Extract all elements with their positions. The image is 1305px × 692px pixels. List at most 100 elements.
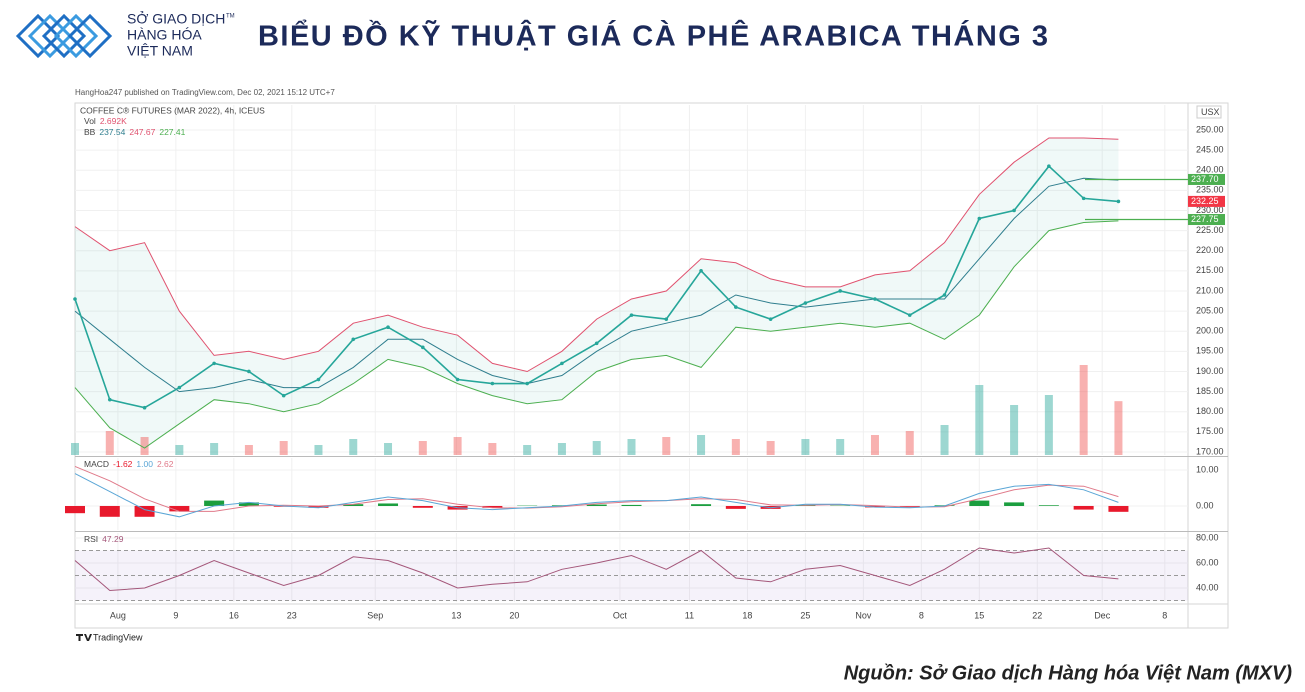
series-line bbox=[74, 137, 1119, 373]
y-tick-label: 185.00 bbox=[1196, 386, 1224, 396]
legend-item: 2.62 bbox=[157, 459, 174, 469]
y-tick-label: 60.00 bbox=[1196, 557, 1219, 567]
volume-bar bbox=[940, 425, 949, 455]
x-tick-label: 9 bbox=[173, 610, 178, 620]
y-tick-label: 245.00 bbox=[1196, 144, 1224, 154]
histogram-bar bbox=[1108, 505, 1129, 512]
volume-bar bbox=[418, 441, 427, 455]
histogram-bar bbox=[621, 504, 642, 506]
volume-bar bbox=[488, 443, 497, 455]
close-point bbox=[1116, 199, 1121, 204]
x-tick-label: Dec bbox=[1094, 610, 1111, 620]
legend: RSI 47.29 bbox=[84, 534, 124, 544]
volume-bar bbox=[1114, 401, 1123, 455]
pane: 40.00 60.00 80.00 RSI 47.29 Aug 9 16 23 Sep 13 20 Oc… bbox=[74, 532, 1219, 620]
legend-item: 47.29 bbox=[102, 534, 124, 544]
x-tick-label: 16 bbox=[229, 610, 239, 620]
histogram-bar bbox=[343, 504, 364, 506]
legend-item: 227.41 bbox=[159, 127, 185, 137]
legend-item: 247.67 bbox=[129, 127, 155, 137]
volume-bar bbox=[557, 443, 566, 455]
y-tick-label: 210.00 bbox=[1196, 285, 1224, 295]
histogram-bar bbox=[899, 505, 920, 507]
legend-item: -1.62 bbox=[113, 459, 133, 469]
x-tick-label: Aug bbox=[110, 610, 126, 620]
title: BIỂU ĐỒ KỸ THUẬT GIÁ CÀ PHÊ ARABICA THÁN… bbox=[258, 19, 1048, 53]
y-tick-label: 235.00 bbox=[1196, 185, 1224, 195]
x-tick-label: 8 bbox=[919, 610, 924, 620]
close-point bbox=[699, 269, 703, 273]
x-tick-label: Oct bbox=[613, 610, 628, 620]
x-tick-label: 18 bbox=[742, 610, 752, 620]
level-label: 232.25 bbox=[1191, 196, 1219, 206]
histogram-bar bbox=[308, 505, 329, 508]
histogram-bar bbox=[725, 505, 746, 509]
x-tick-label: 8 bbox=[1162, 610, 1167, 620]
close-point bbox=[247, 369, 251, 374]
histogram-bar bbox=[969, 500, 990, 506]
close-point bbox=[1081, 196, 1086, 201]
logo-line: SỞ GIAO DỊCH bbox=[127, 10, 225, 27]
close-point bbox=[977, 216, 982, 221]
close-point bbox=[177, 385, 182, 390]
y-tick-label: 205.00 bbox=[1196, 305, 1224, 315]
close-point bbox=[560, 361, 564, 366]
volume-bar bbox=[592, 441, 601, 455]
band-fill bbox=[75, 138, 1119, 448]
series-line bbox=[74, 547, 1119, 592]
histogram-bar bbox=[586, 504, 607, 506]
y-tick-label: 225.00 bbox=[1196, 225, 1224, 235]
legend-item: BB bbox=[84, 127, 96, 137]
x-tick-label: 22 bbox=[1032, 610, 1042, 620]
symbol: COFFEE C® FUTURES (MAR 2022), 4h, ICEUS bbox=[80, 105, 265, 115]
series-line bbox=[74, 465, 1119, 512]
legend: MACD -1.62 1.00 2.62 bbox=[84, 459, 174, 469]
close-point bbox=[351, 337, 356, 342]
histogram-bar bbox=[169, 505, 190, 512]
histogram-bar bbox=[65, 505, 85, 514]
volume-bar bbox=[836, 439, 845, 455]
unit-box bbox=[1196, 105, 1222, 119]
tradingview-logo bbox=[76, 634, 92, 641]
histogram-bar bbox=[1038, 505, 1059, 506]
volume-bar bbox=[453, 437, 462, 455]
close-point bbox=[594, 341, 599, 346]
y-tick-label: 220.00 bbox=[1196, 245, 1224, 255]
series-line bbox=[74, 177, 1119, 393]
y-tick-label: 170.00 bbox=[1196, 446, 1224, 456]
level-tag bbox=[1188, 195, 1225, 207]
histogram-bar bbox=[412, 505, 433, 508]
volume-bar bbox=[314, 445, 323, 455]
close-point bbox=[907, 313, 912, 317]
volume-bar bbox=[697, 435, 706, 455]
logo-line: HÀNG HÓA bbox=[127, 27, 202, 43]
level-tag bbox=[1188, 173, 1225, 185]
logo bbox=[15, 13, 113, 59]
y-tick-label: 250.00 bbox=[1196, 124, 1224, 134]
close-point bbox=[73, 297, 77, 301]
volume-bar bbox=[1010, 405, 1019, 455]
level-tag bbox=[1188, 214, 1225, 226]
histogram-bar bbox=[1073, 505, 1094, 510]
y-tick-label: 215.00 bbox=[1196, 265, 1224, 275]
legend-item: 1.00 bbox=[136, 459, 153, 469]
x-tick-label: Sep bbox=[367, 610, 383, 620]
legend-item: 237.54 bbox=[99, 127, 125, 137]
close-point bbox=[768, 317, 773, 321]
published: HangHoa247 published on TradingView.com,… bbox=[75, 88, 335, 97]
histogram-bar bbox=[204, 500, 225, 506]
y-tick-label: 40.00 bbox=[1196, 582, 1219, 592]
volume-bar bbox=[140, 437, 149, 455]
close-point bbox=[455, 377, 460, 382]
close-point bbox=[281, 393, 286, 398]
close-point bbox=[142, 405, 147, 410]
legend: Vol 2.692K bbox=[84, 116, 127, 126]
brand: TradingView bbox=[93, 632, 143, 642]
volume-bar bbox=[210, 443, 219, 455]
volume-bar bbox=[801, 439, 810, 455]
y-tick-label: 240.00 bbox=[1196, 165, 1224, 175]
histogram-bar bbox=[1004, 502, 1025, 506]
x-tick-label: 15 bbox=[974, 610, 984, 620]
close-point bbox=[942, 293, 947, 297]
close-point bbox=[803, 301, 808, 305]
